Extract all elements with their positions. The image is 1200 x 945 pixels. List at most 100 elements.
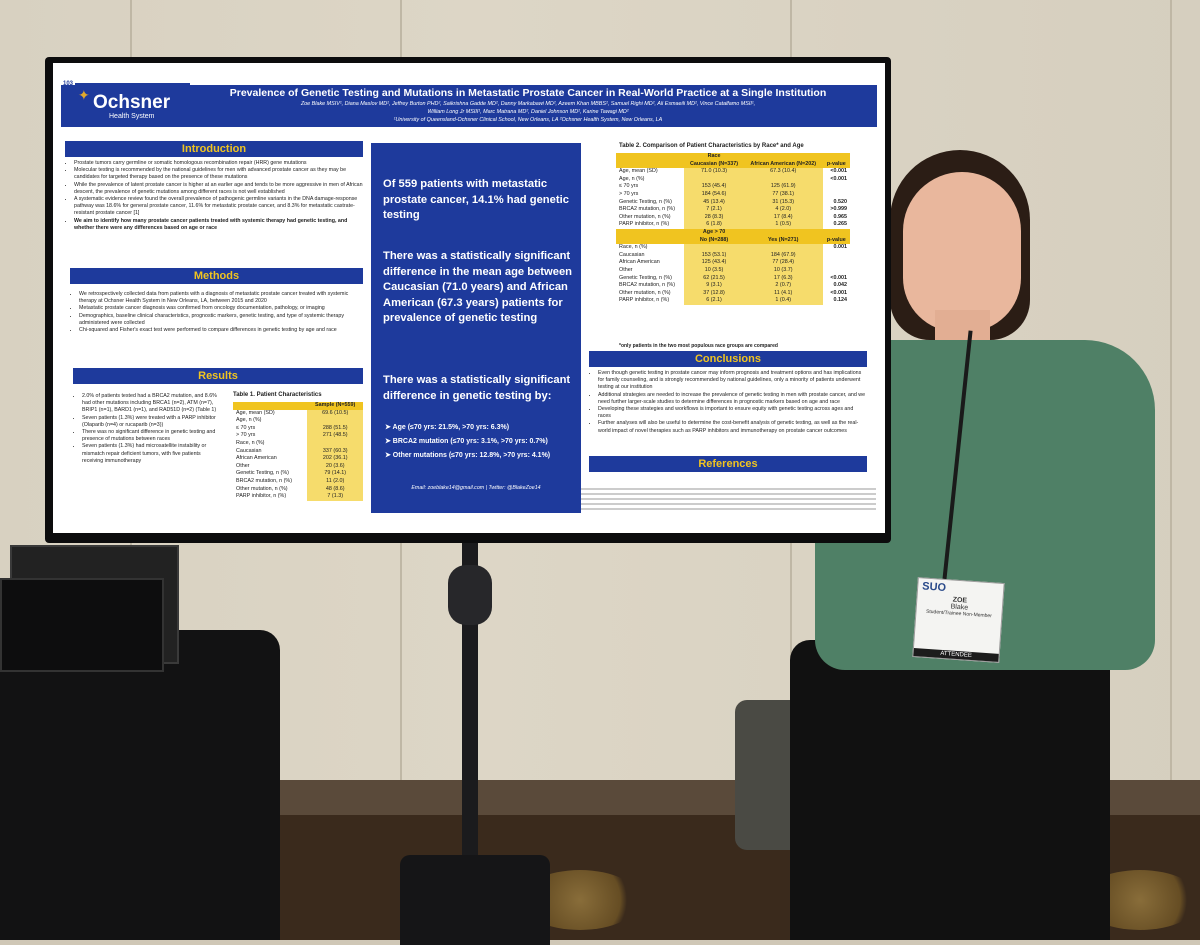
table-row: Caucasian 153 (53.1) 184 (67.9)	[616, 251, 850, 260]
table-header: Caucasian (N=337)	[684, 160, 744, 169]
table-cell	[823, 252, 850, 260]
bullet-item: Seven patients (1.3%) were treated with …	[82, 415, 223, 429]
table-cell	[823, 267, 850, 275]
ochsner-logo-icon: ✦	[78, 87, 90, 103]
table-cell: 0.265	[833, 221, 848, 228]
draped-table	[0, 630, 280, 940]
monitor-stand-base	[400, 855, 550, 945]
bullet-item: We retrospectively collected data from p…	[79, 291, 363, 305]
table-cell	[684, 175, 744, 184]
monitor-stand-clamp	[448, 565, 492, 625]
table-cell: 67.3 (10.4)	[743, 168, 823, 176]
bullet-item: We aim to identify how many prostate can…	[74, 218, 363, 232]
table-cell: African American	[236, 455, 277, 462]
table-row: Genetic Testing, n (%) 79 (14.1)	[233, 470, 363, 478]
table-row: Other 20 (3.6)	[233, 462, 363, 471]
table-row: Race, n (%)	[233, 439, 363, 448]
table-cell: <0.001	[830, 168, 847, 175]
table-cell: BRCA2 mutation, n (%)	[619, 282, 676, 289]
table-cell: BRCA2 mutation, n (%)	[619, 206, 676, 213]
table-header	[616, 236, 685, 245]
table-cell: <0.001	[830, 175, 847, 182]
table-cell: 31 (15.3)	[743, 198, 823, 207]
table-cell: 184 (54.6)	[684, 190, 744, 199]
table-cell: 271 (48.5)	[307, 432, 363, 440]
table-cell: 77 (28.4)	[743, 259, 823, 267]
results-text: 2.0% of patients tested had a BRCA2 muta…	[73, 393, 223, 465]
table-row: Other 10 (3.5) 10 (3.7)	[616, 266, 850, 275]
table2-note: *only patients in the two most populous …	[619, 343, 778, 349]
person-face	[903, 172, 1021, 332]
table-row: PARP inhibitor, n (%) 6 (1.8) 1 (0.5) 0.265	[616, 221, 850, 229]
table-cell: ≤ 70 yrs	[236, 424, 256, 431]
table-cell: Genetic Testing, n (%)	[619, 198, 672, 205]
wall-seam	[1170, 0, 1172, 790]
table-header-row: Caucasian (N=337) African American (N=202…	[616, 160, 850, 169]
table-cell: Other mutation, n (%)	[619, 289, 671, 296]
table-cell: 69.6 (10.5)	[307, 409, 363, 418]
table-row: Age, n (%) <0.001	[616, 175, 850, 184]
table-cell: 4 (2.0)	[743, 206, 823, 214]
table-row: BRCA2 mutation, n (%) 7 (2.1) 4 (2.0) >0.99…	[616, 206, 850, 214]
table-cell: 20 (3.6)	[307, 462, 363, 471]
table-cell: 1 (0.5)	[743, 221, 823, 229]
methods-text: We retrospectively collected data from p…	[70, 291, 363, 334]
table-cell	[307, 439, 363, 448]
table-cell: 153 (53.1)	[684, 251, 744, 260]
authors-line-1: Zoe Blake MSIV¹, Diana Maslov MD², Jeffr…	[300, 101, 756, 107]
table-row: BRCA2 mutation, n (%) 11 (2.0)	[233, 477, 363, 486]
table-cell: 125 (61.9)	[743, 183, 823, 191]
table-cell: 337 (60.3)	[307, 447, 363, 456]
table-cell: 9 (3.1)	[684, 282, 744, 290]
table1-title: Table 1. Patient Characteristics	[233, 392, 322, 398]
table-row: Age, n (%)	[233, 417, 363, 425]
table-row: ≤ 70 yrs 153 (45.4) 125 (61.9)	[616, 183, 850, 191]
bullet-item: While the prevalence of latent prostate …	[74, 182, 363, 196]
table-header-row: Race	[616, 153, 850, 161]
table-row: BRCA2 mutation, n (%) 9 (3.1) 2 (0.7) 0.042	[616, 282, 850, 290]
ochsner-logo: ✦ Ochsner Health System	[75, 83, 190, 127]
table-header-row: No (N=288) Yes (N=271) p-value	[616, 236, 850, 245]
table-cell: Other mutation, n (%)	[236, 485, 288, 492]
table-cell: 10 (3.5)	[684, 266, 744, 275]
bullet-item: Chi-squared and Fisher's exact test were…	[79, 327, 363, 334]
table-cell: 288 (51.5)	[307, 424, 363, 433]
bullet-item: Even though genetic testing in prostate …	[598, 370, 867, 392]
table-header	[743, 153, 823, 161]
poster-authors: Zoe Blake MSIV¹, Diana Maslov MD², Jeffr…	[193, 100, 863, 124]
table-header	[616, 228, 685, 237]
bullet-item: Further analyses will also be useful to …	[598, 420, 867, 434]
table-cell: <0.001	[830, 274, 847, 281]
table-cell: Other	[619, 266, 633, 273]
table2-title: Table 2. Comparison of Patient Character…	[619, 143, 804, 149]
table-cell	[233, 402, 308, 410]
table-header	[822, 153, 850, 161]
table-cell: 10 (3.7)	[743, 266, 823, 275]
table-header	[822, 228, 850, 237]
table-cell: > 70 yrs	[619, 190, 639, 197]
bullet-item: A systematic evidence review found the o…	[74, 196, 363, 218]
table-cell: 45 (13.4)	[684, 198, 744, 207]
table-cell: 11 (2.0)	[307, 477, 363, 486]
references-heading: References	[589, 456, 867, 472]
table-cell: 11 (4.1)	[743, 289, 823, 298]
table-row: Other mutation, n (%) 48 (8.6)	[233, 485, 363, 494]
table-cell	[684, 244, 744, 252]
table-cell: 71.0 (10.3)	[684, 168, 744, 176]
table-cell: Race, n (%)	[619, 244, 648, 251]
bullet-item: Metastatic prostate cancer diagnosis was…	[79, 305, 363, 312]
bullet-item: There was no significant difference in g…	[82, 429, 223, 443]
table-cell: Age, mean (SD)	[619, 168, 658, 175]
table-cell: 202 (36.1)	[307, 455, 363, 463]
table-row: PARP inhibitor, n (%) 6 (2.1) 1 (0.4) 0.124	[616, 297, 850, 305]
table-cell: PARP inhibitor, n (%)	[619, 297, 670, 304]
table-cell: 17 (8.4)	[743, 213, 823, 222]
table-row: > 70 yrs 271 (48.5)	[233, 432, 363, 440]
finding-2: There was a statistically significant di…	[383, 250, 572, 324]
person-pants	[790, 640, 1110, 940]
table-cell: 28 (8.3)	[684, 213, 744, 222]
finding-items: ➤ Age (≤70 yrs: 21.5%, >70 yrs: 6.3%) ➤ B…	[385, 421, 550, 463]
table-cell: <0.001	[830, 289, 847, 296]
table-header: Race	[684, 153, 744, 161]
bullet-item: 2.0% of patients tested had a BRCA2 muta…	[82, 393, 223, 415]
